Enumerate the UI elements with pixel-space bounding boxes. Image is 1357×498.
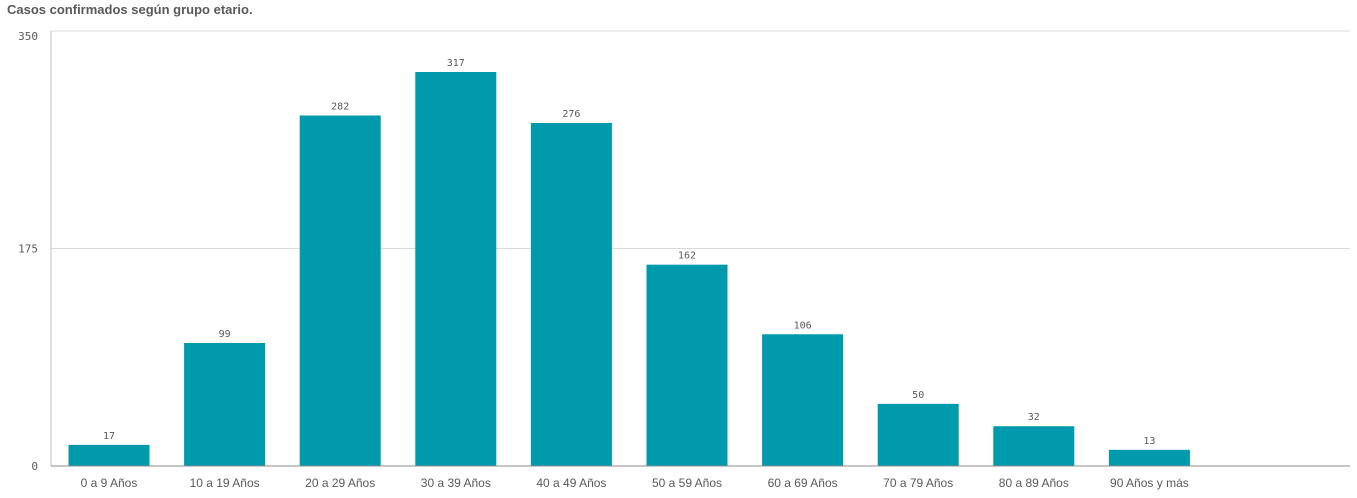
data-label: 162 <box>678 251 696 262</box>
y-tick-label: 175 <box>18 243 38 256</box>
x-tick-label: 80 a 89 Años <box>999 476 1069 490</box>
x-tick-label: 40 a 49 Años <box>536 476 606 490</box>
bar[interactable] <box>68 444 150 466</box>
y-tick-label: 0 <box>31 460 38 473</box>
x-tick-label: 60 a 69 Años <box>768 476 838 490</box>
x-tick-label: 10 a 19 Años <box>190 476 260 490</box>
data-label: 17 <box>103 431 115 442</box>
grid-lines <box>51 30 1350 249</box>
bar[interactable] <box>415 72 497 466</box>
data-label: 276 <box>562 109 580 120</box>
data-label: 32 <box>1028 412 1040 423</box>
bar[interactable] <box>530 122 612 466</box>
x-tick-label: 0 a 9 Años <box>81 476 138 490</box>
data-label: 106 <box>794 320 812 331</box>
x-tick-label: 50 a 59 Años <box>652 476 722 490</box>
data-label: 99 <box>219 329 231 340</box>
y-tick-label: 350 <box>18 30 38 43</box>
y-axis: 0 175 350 <box>18 30 52 473</box>
data-label: 50 <box>912 390 924 401</box>
bar[interactable] <box>762 334 844 466</box>
bar[interactable] <box>646 264 728 466</box>
bars <box>68 72 1190 466</box>
bar[interactable] <box>993 426 1075 466</box>
bar[interactable] <box>877 403 959 466</box>
x-axis: 0 a 9 Años 10 a 19 Años 20 a 29 Años 30 a 3… <box>51 465 1350 490</box>
x-tick-label: 20 a 29 Años <box>305 476 375 490</box>
x-tick-label: 30 a 39 Años <box>421 476 491 490</box>
x-tick-label: 90 Años y más <box>1110 476 1189 490</box>
data-label: 317 <box>447 58 465 69</box>
data-labels: 17 99 282 317 276 162 106 50 32 13 <box>103 58 1155 447</box>
bar[interactable] <box>299 115 381 466</box>
bar[interactable] <box>184 342 266 466</box>
data-label: 13 <box>1143 436 1155 447</box>
x-tick-label: 70 a 79 Años <box>883 476 953 490</box>
bar[interactable] <box>1108 449 1190 466</box>
chart-title: Casos confirmados según grupo etario. <box>7 2 253 17</box>
data-label: 282 <box>331 102 349 113</box>
